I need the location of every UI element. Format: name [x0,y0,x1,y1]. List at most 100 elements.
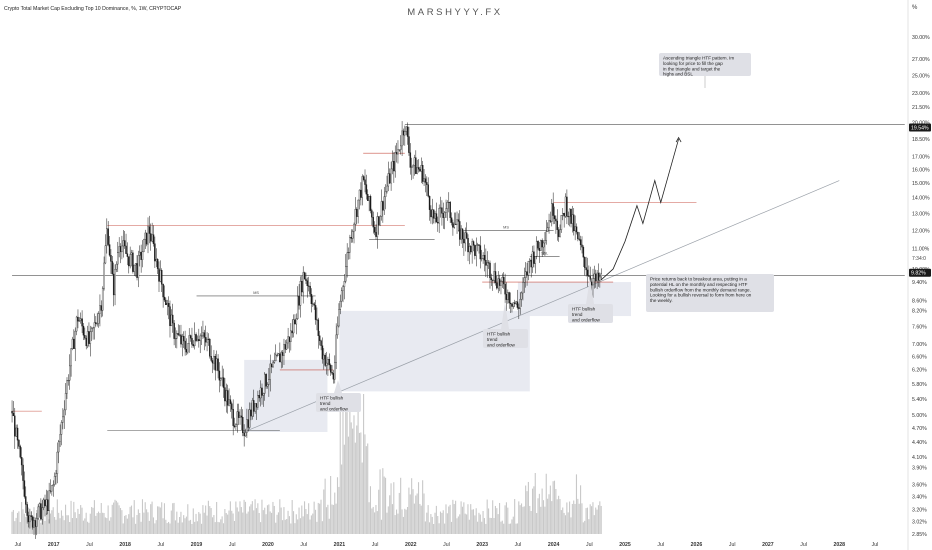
candle-body [162,284,164,298]
candle-body [189,335,192,339]
volume-bar [479,514,481,534]
candle-body [415,157,417,174]
candle-body [77,316,79,322]
volume-bar [585,508,587,534]
candle-body [584,257,586,268]
candle-body [420,165,423,172]
candle-body [549,220,552,222]
volume-bar [214,522,216,534]
volume-bar [91,506,93,534]
volume-bar [310,515,312,534]
x-tick-label: Jul [443,542,450,548]
candle-body [165,299,167,306]
volume-bar [481,521,483,534]
candle-body [599,276,601,281]
volume-bar [242,512,244,534]
candle-body [461,228,464,240]
volume-bar [427,505,429,534]
candle-body [338,309,340,327]
candle-body [516,301,519,308]
volume-bar [420,505,422,534]
volume-bar [118,505,120,534]
candle-body [100,305,103,311]
candle-body [295,318,298,325]
volume-bar [470,504,472,534]
volume-bar [129,506,131,534]
volume-bar [16,512,19,534]
volume-bar [316,521,318,534]
candle-body [502,277,505,285]
volume-bar [433,523,435,534]
x-tick-label: 2022 [405,542,417,548]
volume-bar [247,511,249,534]
candle-body [104,245,107,264]
volume-bar [63,520,65,534]
volume-bar [363,394,365,534]
volume-bar [203,512,205,534]
candle-body [161,270,163,285]
volume-bar [132,517,134,534]
candle-body [343,281,346,287]
candle-body [310,294,313,305]
volume-bar [65,504,67,534]
volume-bar [368,502,370,534]
volume-bar [236,507,238,534]
candle-body [475,245,477,256]
candle-body [538,247,541,251]
candle-body [545,231,548,241]
x-tick-label: Jul [657,542,664,548]
volume-bar [113,502,115,534]
volume-bar [303,501,306,534]
volume-bar [489,517,491,534]
volume-bar [130,505,133,534]
volume-bar [137,509,139,534]
candle-body [184,340,186,350]
volume-bar [254,499,256,534]
volume-bar [378,489,380,534]
volume-bar [536,513,538,534]
volume-bar [374,512,376,534]
candle-body [424,178,427,183]
candle-body [166,303,168,306]
callout-breakout-area-line: bullish orderflow from the monthly deman… [650,287,751,292]
candle-body [600,273,602,278]
candle-body [327,359,329,364]
candle-body [53,476,56,485]
candle-body [399,145,402,150]
volume-bar [78,513,80,534]
candles-layer [11,121,602,539]
callout-htf-3-text: HTF bullish trend and orderflow [572,307,601,323]
volume-bar [541,488,543,534]
candle-body [88,331,90,344]
volume-bar [467,504,469,534]
volume-bar [168,521,170,534]
volume-bar [397,513,399,534]
volume-bar [231,510,233,534]
candle-body [446,202,449,209]
volume-bar [400,477,402,534]
candle-body [439,207,442,209]
candle-body [95,322,97,324]
candle-body [530,259,532,268]
volume-bar [143,512,145,534]
x-tick-label: Jul [800,542,807,548]
volume-bar [347,436,350,534]
y-tick-label: 21.50% [912,105,930,111]
volume-bar [413,503,415,534]
candle-body [375,232,377,237]
x-tick-label: 2020 [262,542,274,548]
candle-body [268,379,270,385]
candle-body [472,241,475,246]
candle-body [78,320,81,322]
candle-body [115,263,118,270]
candle-body [434,213,436,219]
y-tick-label: 15.00% [912,181,930,187]
volume-bar [404,508,406,534]
candle-body [64,393,67,411]
candle-body [402,130,405,136]
y-tick-label: 23.00% [912,91,930,97]
candle-body [421,165,424,182]
volume-bar [512,516,514,534]
